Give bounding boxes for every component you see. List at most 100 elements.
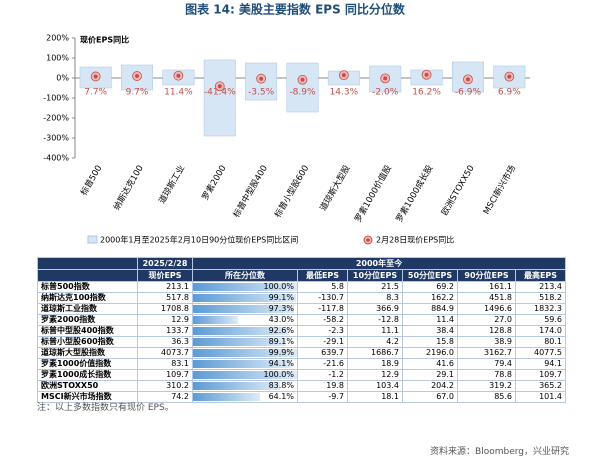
percentile-bar <box>193 360 291 368</box>
row-name: 标普中型股400指数 <box>37 325 138 337</box>
table-cell: -12.8 <box>347 314 403 326</box>
table-cell: 128.8 <box>457 325 516 337</box>
table-cell: 4073.7 <box>137 347 193 359</box>
y-tick-label: 100% <box>46 54 69 63</box>
table-cell: 204.2 <box>402 380 458 392</box>
table-cell: 109.7 <box>137 369 193 381</box>
percentile-label: 83.8% <box>268 381 294 391</box>
table-row: 道琼斯大型股指数 4073.7 99.9% 639.7 1686.7 2196.0 3162… <box>37 347 566 359</box>
table-cell: -29.1 <box>297 336 348 348</box>
value-label: -41.4% <box>204 88 236 98</box>
x-tick-label: 标普500 <box>78 163 104 197</box>
percentile-cell: 43.0% <box>192 314 298 326</box>
table-cell: 365.2 <box>515 380 566 392</box>
table-row: 欧洲STOXX50 310.2 83.8% 19.8 103.4 204.2 319.2 36… <box>37 380 566 392</box>
header-row: 2025/2/28 2000年至今 <box>37 257 566 270</box>
table-row: 罗素1000价值指数 83.1 94.1% -21.6 18.9 41.6 79.4 94.1 <box>37 358 566 370</box>
y-tick-label: 0% <box>56 74 69 83</box>
y-tick-label: -200% <box>43 114 69 123</box>
table-cell: 517.8 <box>137 292 193 304</box>
current-dot <box>507 74 512 79</box>
percentile-label: 89.1% <box>268 337 294 347</box>
percentile-cell: 83.8% <box>192 380 298 392</box>
y-tick-label: -300% <box>43 134 69 143</box>
group-header: 2025/2/28 <box>137 257 193 270</box>
current-dot <box>424 72 429 77</box>
percentile-cell: 89.1% <box>192 336 298 348</box>
range-bar <box>203 59 236 137</box>
header-row: 现价EPS 所在分位数 最低EPS 10分位EPS 50分位EPS 90分位EPS 最高EP… <box>37 269 566 282</box>
percentile-bar <box>193 338 286 346</box>
percentile-label: 99.1% <box>268 293 294 303</box>
table-cell: 884.9 <box>402 303 458 315</box>
current-dot <box>259 76 264 81</box>
table-cell: 1832.3 <box>515 303 566 315</box>
row-name: 欧洲STOXX50 <box>37 380 138 392</box>
percentile-cell: 64.1% <box>192 391 298 403</box>
table-cell: 12.9 <box>347 369 403 381</box>
percentile-bar <box>193 327 290 335</box>
table-cell: 94.1 <box>515 358 566 370</box>
percentile-bar <box>193 371 297 379</box>
table-cell: 83.1 <box>137 358 193 370</box>
percentile-bar <box>193 393 260 401</box>
row-name: 纳斯达克100指数 <box>37 292 138 304</box>
column-header: 90分位EPS <box>457 269 516 282</box>
value-label: -2.0% <box>372 88 399 98</box>
table-cell: 85.6 <box>457 391 516 403</box>
y-tick-label: -100% <box>43 94 69 103</box>
x-tick-label: 标普中型股400 <box>231 163 270 219</box>
column-header: 所在分位数 <box>192 269 298 282</box>
table-cell: 213.4 <box>515 281 566 293</box>
table-cell: 12.9 <box>137 314 193 326</box>
percentile-label: 99.9% <box>268 348 294 358</box>
value-label: 6.9% <box>498 88 521 98</box>
table-cell: 319.2 <box>457 380 516 392</box>
percentile-bar <box>193 382 281 390</box>
current-dot <box>217 84 222 89</box>
table-cell: 1708.8 <box>137 303 193 315</box>
table-cell: 8.3 <box>347 292 403 304</box>
table-cell: 41.6 <box>402 358 458 370</box>
table-cell: 36.3 <box>137 336 193 348</box>
current-dot <box>465 77 470 82</box>
y-axis-label: 现价EPS同比 <box>80 35 129 45</box>
table-cell: 103.4 <box>347 380 403 392</box>
table-cell: 1496.6 <box>457 303 516 315</box>
table-cell: 101.4 <box>515 391 566 403</box>
table-cell: 18.9 <box>347 358 403 370</box>
x-tick-label: 罗素1000价值股 <box>352 163 394 224</box>
table-cell: 109.7 <box>515 369 566 381</box>
table-cell: 4077.5 <box>515 347 566 359</box>
percentile-bar <box>193 283 297 291</box>
column-header: 现价EPS <box>137 269 193 282</box>
percentile-label: 97.3% <box>268 304 294 314</box>
current-dot <box>93 74 98 79</box>
table-cell: 161.1 <box>457 281 516 293</box>
percentile-cell: 99.9% <box>192 347 298 359</box>
x-tick-label: MSCI新兴市场 <box>481 163 518 216</box>
percentile-label: 64.1% <box>268 392 294 402</box>
value-label: 16.2% <box>412 88 441 98</box>
table-cell: 5.8 <box>297 281 348 293</box>
data-table: 2025/2/28 2000年至今 现价EPS 所在分位数 最低EPS 10分位EPS 50… <box>37 257 566 403</box>
table-cell: 27.0 <box>457 314 516 326</box>
table-cell: 21.5 <box>347 281 403 293</box>
table-cell: 639.7 <box>297 347 348 359</box>
table-cell: -130.7 <box>297 292 348 304</box>
table-row: MSCI新兴市场指数 74.2 64.1% -9.7 18.1 67.0 85.6 101.4 <box>37 391 566 403</box>
table-cell: -1.2 <box>297 369 348 381</box>
table-row: 道琼斯工业指数 1708.8 97.3% -117.8 366.9 884.9 1496.6… <box>37 303 566 315</box>
table-cell: 38.4 <box>402 325 458 337</box>
value-label: 7.7% <box>84 88 107 98</box>
table-cell: -2.3 <box>297 325 348 337</box>
percentile-cell: 94.1% <box>192 358 298 370</box>
table-cell: 3162.7 <box>457 347 516 359</box>
table-row: 罗素1000成长指数 109.7 100.0% -1.2 12.9 29.1 78.8 109… <box>37 369 566 381</box>
group-header: 2000年至今 <box>192 257 566 270</box>
table-cell: 11.1 <box>347 325 403 337</box>
table-cell: 78.8 <box>457 369 516 381</box>
percentile-label: 94.1% <box>268 359 294 369</box>
row-name: 标普500指数 <box>37 281 138 293</box>
x-tick-label: 标普小型股600 <box>272 163 311 219</box>
